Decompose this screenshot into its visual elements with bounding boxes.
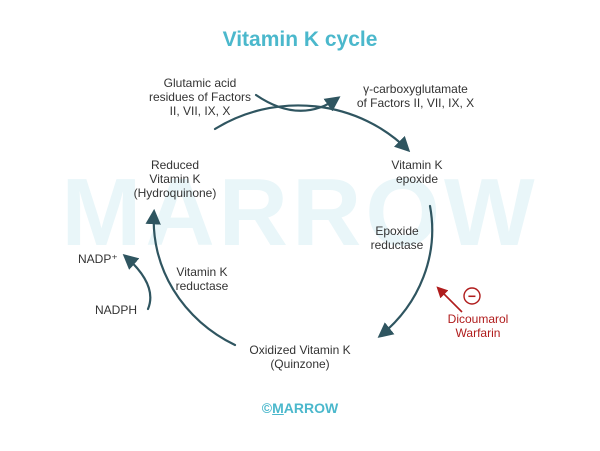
label-vitamin-k-reductase: Vitamin K reductase (175, 265, 229, 293)
arrow-to-oxidized (377, 204, 434, 338)
label-nadph: NADPH (95, 303, 138, 317)
diagram-title: Vitamin K cycle (222, 28, 378, 51)
arrow-to-epoxide (213, 104, 411, 153)
label-vitamin-k-epoxide: Vitamin K epoxide (391, 158, 443, 186)
label-inhibitors: Dicoumarol Warfarin (447, 312, 509, 340)
label-glutamic-acid: Glutamic acid residues of Factors II, VI… (148, 76, 252, 118)
inhibit-symbol: − (468, 288, 476, 304)
inhibitor-arrow (436, 286, 463, 313)
arrow-to-reduced (145, 208, 237, 347)
label-epoxide-reductase: Epoxide reductase (370, 224, 424, 252)
arrow-carboxylation (254, 93, 341, 112)
inhibit-circle (463, 287, 481, 305)
label-oxidized-vitamin-k: Oxidized Vitamin K (Quinzone) (249, 343, 351, 371)
copyright-mark: ©MARROW (261, 400, 339, 416)
label-carboxyglutamate: γ-carboxyglutamate of Factors II, VII, I… (356, 82, 475, 110)
label-nadp: NADP⁺ (78, 252, 118, 266)
watermark: MARROW (61, 159, 539, 266)
label-reduced-vitamin-k: Reduced Vitamin K (Hydroquinone) (133, 158, 217, 200)
arrow-nadph-to-nadp (122, 253, 152, 311)
